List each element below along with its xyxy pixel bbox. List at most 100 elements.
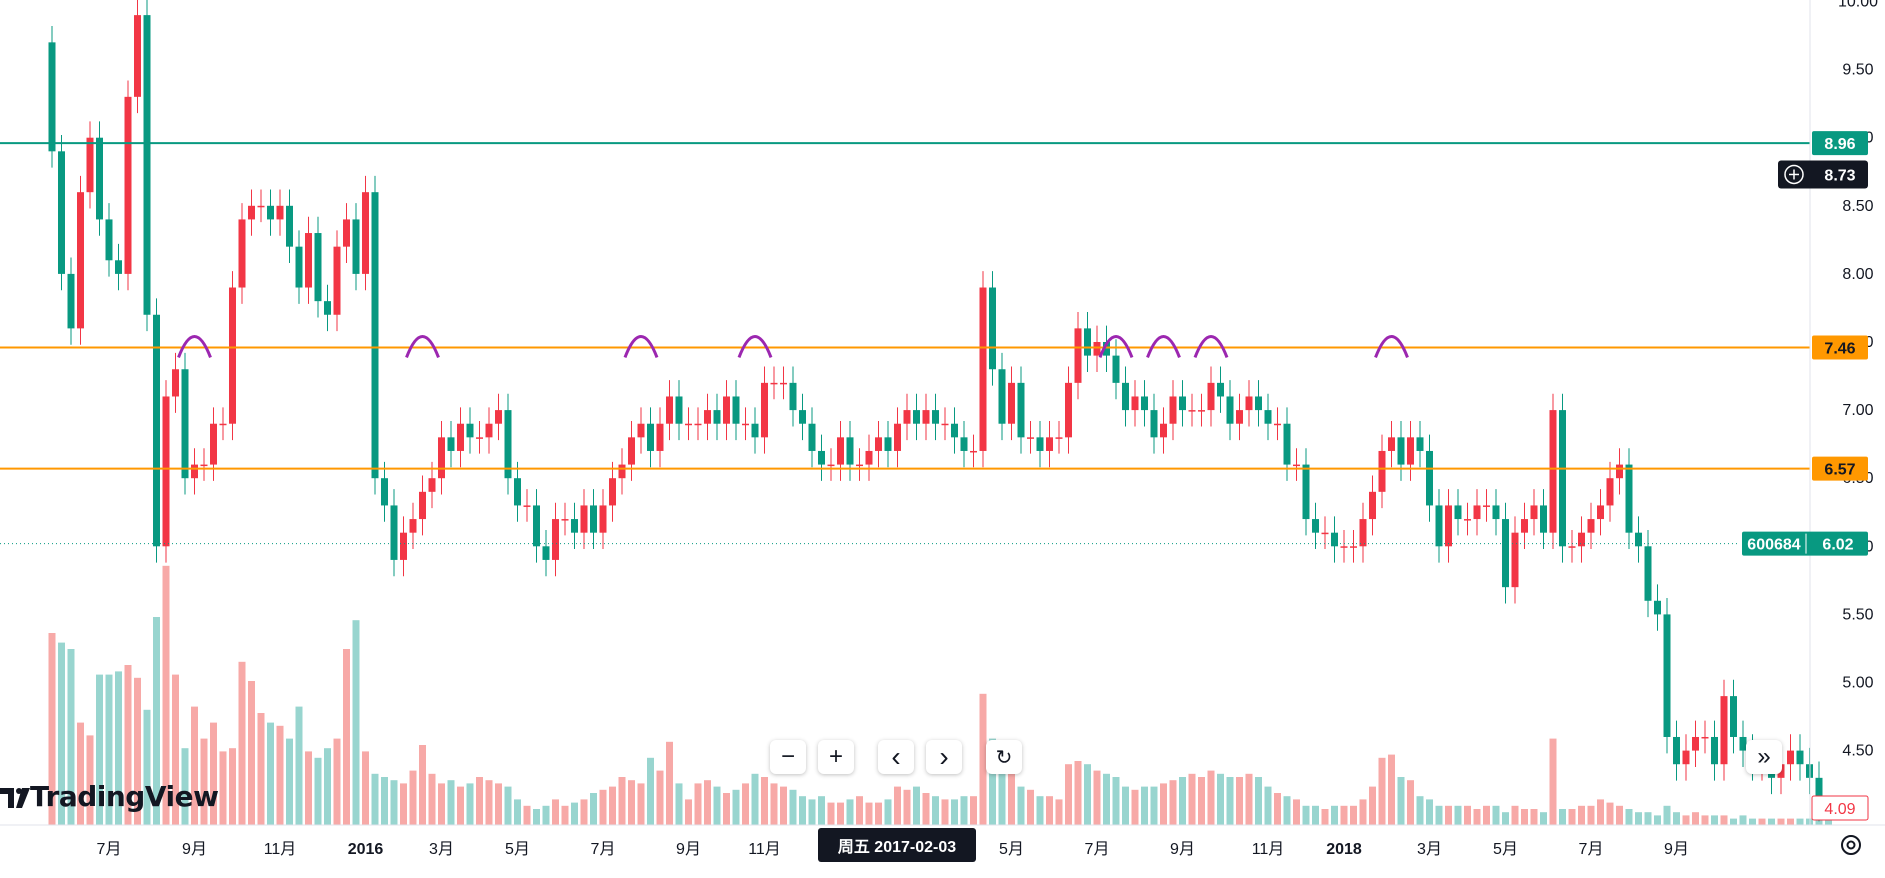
candle-body xyxy=(305,233,312,288)
volume-bar xyxy=(1084,764,1091,825)
candle-body xyxy=(1293,464,1300,467)
add-alert-icon[interactable] xyxy=(1784,164,1804,185)
candle-body xyxy=(1264,410,1272,424)
candle-body xyxy=(390,505,398,560)
scroll-left-button[interactable]: ‹ xyxy=(878,740,914,774)
candle-body xyxy=(1673,736,1680,765)
candle-body xyxy=(295,246,303,288)
candle-body xyxy=(1692,736,1699,751)
candle-body xyxy=(1635,532,1642,547)
candle-body xyxy=(694,423,702,426)
volume-bar xyxy=(837,802,844,825)
resistance-marker xyxy=(1193,335,1229,358)
candle-body xyxy=(1103,342,1110,356)
volume-bar xyxy=(1131,789,1139,825)
volume-bar xyxy=(210,722,217,825)
reset-chart-button[interactable]: ↻ xyxy=(986,740,1022,774)
volume-bar xyxy=(485,780,493,825)
candle-body xyxy=(979,287,987,451)
resistance-marker xyxy=(177,335,212,358)
candle-body xyxy=(713,410,721,424)
volume-bar xyxy=(856,796,863,825)
settings-icon[interactable] xyxy=(1836,830,1866,860)
volume-bar xyxy=(143,709,151,825)
volume-bar xyxy=(105,674,113,825)
volume-bar xyxy=(267,722,274,825)
price-tick-label: 8.50 xyxy=(1842,198,1873,215)
candle-body xyxy=(770,382,778,385)
scroll-to-latest-button[interactable]: » xyxy=(1746,740,1782,774)
volume-bar xyxy=(1236,777,1243,825)
volume-bar xyxy=(1416,796,1424,825)
volume-bar xyxy=(181,748,189,825)
candle-body xyxy=(409,519,417,533)
candle-body xyxy=(514,478,521,506)
volume-bar xyxy=(115,671,122,825)
candle-body xyxy=(523,505,531,507)
volume-bar xyxy=(67,649,75,825)
volume-bar xyxy=(875,802,882,825)
candle-body xyxy=(1160,423,1167,438)
candle-body xyxy=(1359,519,1367,547)
candle-body xyxy=(818,450,825,465)
candle-body xyxy=(1454,505,1462,520)
candle-body xyxy=(1616,464,1623,479)
candle-body xyxy=(628,437,635,465)
volume-bar xyxy=(362,751,369,825)
volume-bar xyxy=(542,805,550,825)
volume-bar xyxy=(248,681,255,825)
candle-body xyxy=(1207,382,1215,411)
time-tick-label: 9月 xyxy=(182,841,207,858)
volume-bar xyxy=(257,713,265,825)
volume-bar xyxy=(884,799,892,825)
candle-body xyxy=(77,192,84,329)
volume-bar xyxy=(1426,799,1433,825)
candle-body xyxy=(191,464,198,479)
volume-bar xyxy=(343,649,350,825)
candle-body xyxy=(875,437,882,451)
candle-body xyxy=(1245,396,1253,411)
candle-body xyxy=(1131,396,1139,411)
volume-bar xyxy=(1388,754,1395,825)
volume-bar xyxy=(134,677,141,825)
volume-bar xyxy=(1321,809,1329,825)
volume-bar xyxy=(647,757,654,825)
bottom-price-badge xyxy=(1811,795,1869,821)
tradingview-logo[interactable]: TradingView xyxy=(0,776,219,816)
candle-body xyxy=(533,505,540,547)
volume-bar xyxy=(1644,812,1652,825)
scroll-right-button[interactable]: › xyxy=(926,740,962,774)
zoom-in-button[interactable]: + xyxy=(818,740,854,774)
volume-bar xyxy=(571,802,578,825)
candle-body xyxy=(96,137,103,220)
candle-body xyxy=(1112,355,1120,383)
candle-body xyxy=(1388,437,1395,451)
brand-name: TradingView xyxy=(30,779,219,813)
candle-body xyxy=(457,423,464,451)
zoom-out-button[interactable]: − xyxy=(770,740,806,774)
volume-bar xyxy=(723,793,730,825)
candle-body xyxy=(1188,410,1196,412)
volume-bar xyxy=(770,783,778,825)
volume-bar xyxy=(219,751,227,825)
candle-body xyxy=(1046,437,1053,451)
candle-body xyxy=(903,410,911,424)
volume-bar xyxy=(656,770,664,825)
candle-body xyxy=(352,219,360,274)
volume-bar xyxy=(713,786,721,825)
volume-bar xyxy=(1540,812,1547,825)
volume-bar xyxy=(1264,786,1272,825)
candle-body xyxy=(561,519,569,521)
volume-bar xyxy=(1777,818,1785,825)
volume-bar xyxy=(295,706,303,825)
time-tick-label: 2016 xyxy=(348,841,384,858)
candle-body xyxy=(485,423,493,438)
price-label-text: 6.57 xyxy=(1824,462,1855,479)
volume-bar xyxy=(86,735,94,825)
volume-bar xyxy=(989,738,996,825)
candle-body xyxy=(1369,491,1376,520)
candle-body xyxy=(1150,410,1158,438)
candle-body xyxy=(656,423,664,451)
volume-bar xyxy=(552,799,559,825)
